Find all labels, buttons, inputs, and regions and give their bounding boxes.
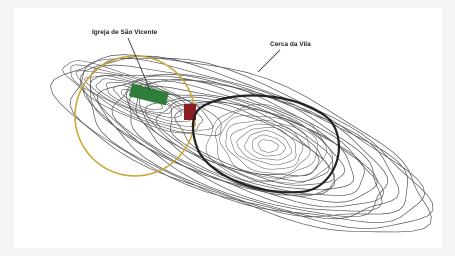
page: {"map": {"labels": [{"text": "Igreja de …: [0, 0, 455, 256]
map-label: Igreja de São Vicente: [92, 29, 158, 36]
map: Igreja de São Vicente Cerca da Vila: [0, 0, 455, 256]
map-area: [14, 8, 442, 248]
map-label: Cerca da Vila: [270, 41, 311, 48]
